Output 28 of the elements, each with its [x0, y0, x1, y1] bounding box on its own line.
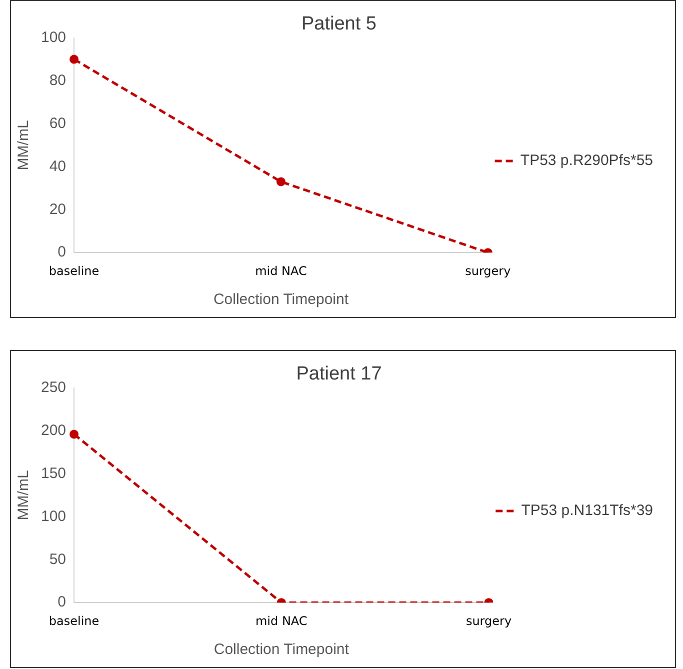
y-tick-label: 250 [40, 378, 66, 396]
y-tick-label: 100 [40, 508, 66, 525]
y-tick-label: 0 [58, 244, 66, 261]
x-axis-title: Collection Timepoint [214, 641, 350, 658]
x-tick-label: surgery [465, 264, 511, 278]
y-axis-title: MM/mL [15, 470, 32, 520]
y-tick-label: 60 [49, 114, 66, 132]
legend-label: TP53 p.R290Pfs*55 [520, 152, 654, 170]
y-tick-label: 200 [40, 422, 66, 439]
point [70, 54, 79, 64]
y-tick-label: 50 [49, 550, 66, 568]
chart-title: Patient 17 [296, 364, 382, 385]
x-tick-label: surgery [466, 614, 512, 628]
x-tick-label: baseline [48, 614, 100, 628]
chart-title: Patient 5 [302, 14, 376, 35]
x-tick-label: baseline [48, 264, 100, 278]
point [276, 177, 286, 186]
y-tick-label: 100 [40, 28, 66, 46]
x-tick-label: mid NAC [255, 264, 307, 278]
x-tick-label: mid NAC [255, 614, 308, 628]
legend-label: TP53 p.N131Tfs*39 [521, 502, 654, 520]
y-tick-label: 40 [49, 158, 66, 175]
y-axis-title: MM/mL [15, 120, 32, 170]
y-tick-label: 150 [40, 464, 66, 482]
y-tick-label: 20 [49, 200, 66, 218]
y-tick-label: 80 [49, 72, 66, 89]
y-tick-label: 0 [58, 594, 66, 611]
x-axis-title: Collection Timepoint [213, 291, 350, 308]
